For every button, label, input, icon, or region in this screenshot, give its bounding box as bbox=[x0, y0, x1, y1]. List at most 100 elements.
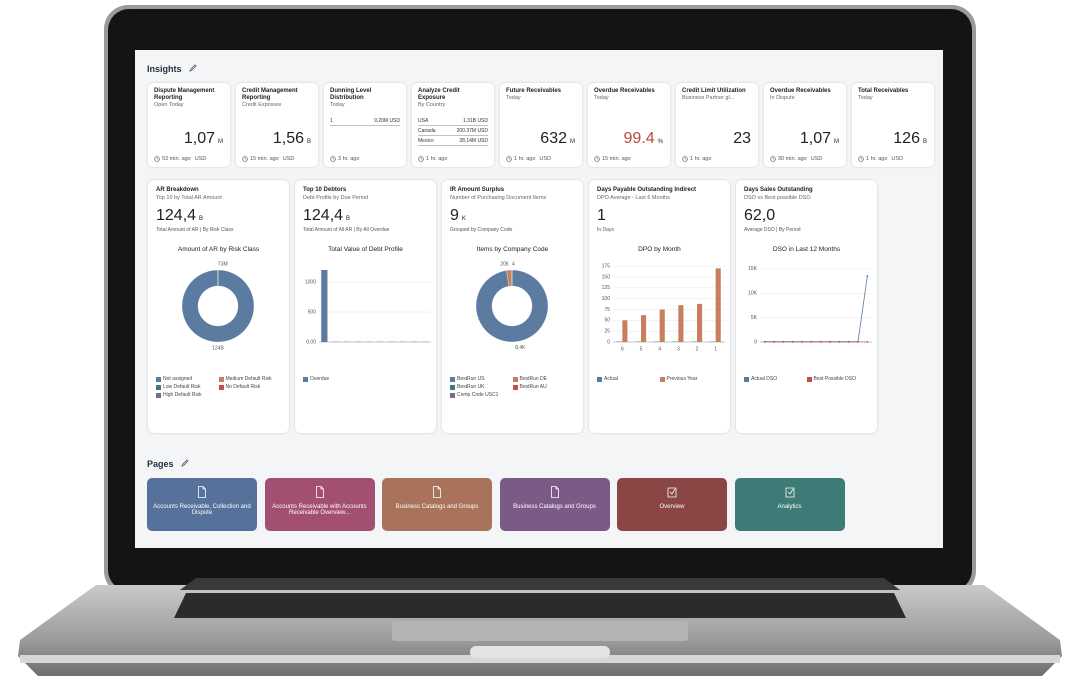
kpi-tile[interactable]: Dispute Management Reporting Open Today 1,… bbox=[148, 83, 230, 167]
point bbox=[782, 341, 785, 343]
kpi-tile[interactable]: Analyze Credit Exposure By Country USA 1.31… bbox=[412, 83, 494, 167]
legend-item: Best Possible DSO bbox=[806, 376, 870, 382]
clock-hands bbox=[860, 157, 863, 160]
point bbox=[791, 341, 794, 343]
x-tick-label: 1 bbox=[714, 346, 717, 352]
bar bbox=[622, 320, 628, 342]
legend-label: BestRun UK bbox=[457, 384, 485, 390]
kpi-tile[interactable]: Total Receivables Today 126 B 1 hr. ago USD bbox=[852, 83, 934, 167]
page-button[interactable]: Accounts Receivable with Accounts Receiv… bbox=[264, 478, 375, 531]
point bbox=[763, 341, 766, 343]
tile-kpi: 632 M bbox=[540, 130, 575, 148]
kpi-label: Average DSO | By Period bbox=[744, 227, 801, 233]
tile-footer: 15 min. ago USD bbox=[242, 156, 294, 162]
y-tick-label: 150 bbox=[602, 274, 611, 280]
y-tick-label: 0.00 bbox=[306, 339, 316, 345]
tile-currency: USD bbox=[194, 156, 207, 162]
legend-item: BestRun UK bbox=[450, 384, 513, 390]
kpi-value: 99.4 bbox=[623, 130, 655, 147]
legend-item: Medium Default Risk bbox=[218, 376, 282, 382]
tile-subtitle: Credit Exposure bbox=[242, 102, 282, 108]
page-button[interactable]: Analytics bbox=[734, 478, 845, 531]
kpi-tile[interactable]: Credit Limit Utilization Business Partner… bbox=[676, 83, 758, 167]
edit-icon[interactable] bbox=[181, 459, 189, 467]
kpi-unit: M bbox=[834, 139, 839, 145]
app-icon bbox=[667, 487, 677, 498]
legend-item: Previous Year bbox=[659, 376, 723, 382]
legend-item: BestRun US bbox=[450, 376, 513, 382]
tile-time: 15 min. ago bbox=[602, 156, 631, 162]
tile-row: 1 9,20M USD bbox=[330, 117, 400, 126]
kpi-value: 632 bbox=[540, 130, 567, 147]
legend: BestRun US BestRun DE BestRun UK BestRun AU… bbox=[450, 376, 575, 400]
page-button[interactable]: Accounts Receivable, Collection and Disp… bbox=[147, 478, 257, 531]
tile-title: Total Receivables bbox=[858, 88, 909, 94]
kpi-value: 62,0 bbox=[744, 207, 776, 224]
legend-label: BestRun AU bbox=[519, 384, 547, 390]
tile-subtitle: Open Today bbox=[154, 102, 184, 108]
chart-title: DSO in Last 12 Months bbox=[772, 246, 841, 253]
card[interactable]: Days Sales Outstanding DSO vs Best possib… bbox=[736, 180, 877, 433]
legend-label: Previous Year bbox=[666, 376, 698, 382]
segment-label: 4 bbox=[512, 261, 515, 267]
tile-kpi: 1,07 M bbox=[800, 130, 839, 148]
kpi-tile[interactable]: Credit Management Reporting Credit Exposu… bbox=[236, 83, 318, 167]
tile-time: 1 hr. ago bbox=[426, 156, 448, 162]
tile-title: Overdue Receivables bbox=[594, 88, 655, 94]
page-button[interactable]: Business Catalogs and Groups bbox=[499, 478, 610, 531]
y-tick-label: 1000 bbox=[305, 279, 316, 285]
tile-subtitle: Today bbox=[858, 95, 873, 101]
kpi-unit: % bbox=[657, 139, 663, 145]
bar bbox=[715, 268, 721, 342]
tile-subtitle: By Country bbox=[418, 102, 446, 108]
clock-icon bbox=[858, 156, 864, 162]
tile-subtitle: Today bbox=[330, 102, 345, 108]
row-value: 28.14M USD bbox=[459, 138, 488, 144]
kpi-value: 23 bbox=[733, 130, 751, 147]
doc-icon bbox=[433, 486, 441, 498]
tile-rows: USA 1.31B USD Canada 200.37M USD Mexico 28.14… bbox=[418, 117, 488, 147]
clock-hands bbox=[332, 157, 335, 160]
card[interactable]: Days Payable Outstanding Indirect DPO Ave… bbox=[589, 180, 730, 433]
legend-label: High Default Risk bbox=[163, 392, 202, 398]
legend-swatch bbox=[744, 376, 749, 382]
row-value: 200.37M USD bbox=[456, 128, 488, 134]
tile-time: 1 hr. ago bbox=[866, 156, 888, 162]
kpi-value: 124,4 bbox=[303, 207, 344, 224]
point bbox=[866, 275, 869, 278]
point bbox=[847, 341, 850, 343]
kpi-tile[interactable]: Overdue Receivables Today 99.4% 15 min. ago bbox=[588, 83, 670, 167]
segment-label: 124B bbox=[212, 345, 224, 351]
card[interactable]: IR Amount Surplus Number of Purchasing Do… bbox=[442, 180, 583, 433]
tile-subtitle: In Dispute bbox=[770, 95, 795, 101]
clock-icon bbox=[330, 156, 336, 162]
legend-swatch bbox=[450, 376, 455, 382]
chart-title: Amount of AR by Risk Class bbox=[177, 246, 260, 253]
edit-icon[interactable] bbox=[189, 64, 197, 72]
chart: 8,4K 206 4 bbox=[475, 261, 549, 351]
legend-item: BestRun DE bbox=[512, 376, 576, 382]
tile-row: USA 1.31B USD bbox=[418, 117, 488, 126]
kpi-tile[interactable]: Dunning Level Distribution Today 1 9,20M US… bbox=[324, 83, 406, 167]
tile-time: 15 min. ago bbox=[250, 156, 279, 162]
kpi-unit: B bbox=[922, 139, 927, 145]
clock-face bbox=[242, 156, 248, 162]
kpi-tile[interactable]: Future Receivables Today 632 M 1 hr. ago USD bbox=[500, 83, 582, 167]
page-button[interactable]: Overview bbox=[617, 478, 727, 531]
legend-label: BestRun US bbox=[457, 376, 485, 382]
kpi-tile[interactable]: Overdue Receivables In Dispute 1,07 M 30 min… bbox=[764, 83, 846, 167]
card[interactable]: Top 10 Debtors Debt Profile by Due Period… bbox=[295, 180, 436, 433]
clock-face bbox=[154, 156, 160, 162]
tile-rows: 1 9,20M USD bbox=[330, 117, 400, 127]
y-tick-label: 25 bbox=[604, 328, 610, 334]
app-icon bbox=[785, 487, 794, 498]
card[interactable]: AR Breakdown Top 10 by Total AR Amount 124… bbox=[148, 180, 289, 433]
clock-icon bbox=[770, 156, 776, 162]
segment-label: 8,4K bbox=[515, 345, 526, 351]
point bbox=[773, 341, 775, 343]
bar bbox=[678, 305, 684, 342]
clock-face bbox=[858, 156, 864, 162]
page-button[interactable]: Business Catalogs and Groups bbox=[382, 478, 492, 531]
tile-kpi: 126 B bbox=[893, 130, 927, 148]
